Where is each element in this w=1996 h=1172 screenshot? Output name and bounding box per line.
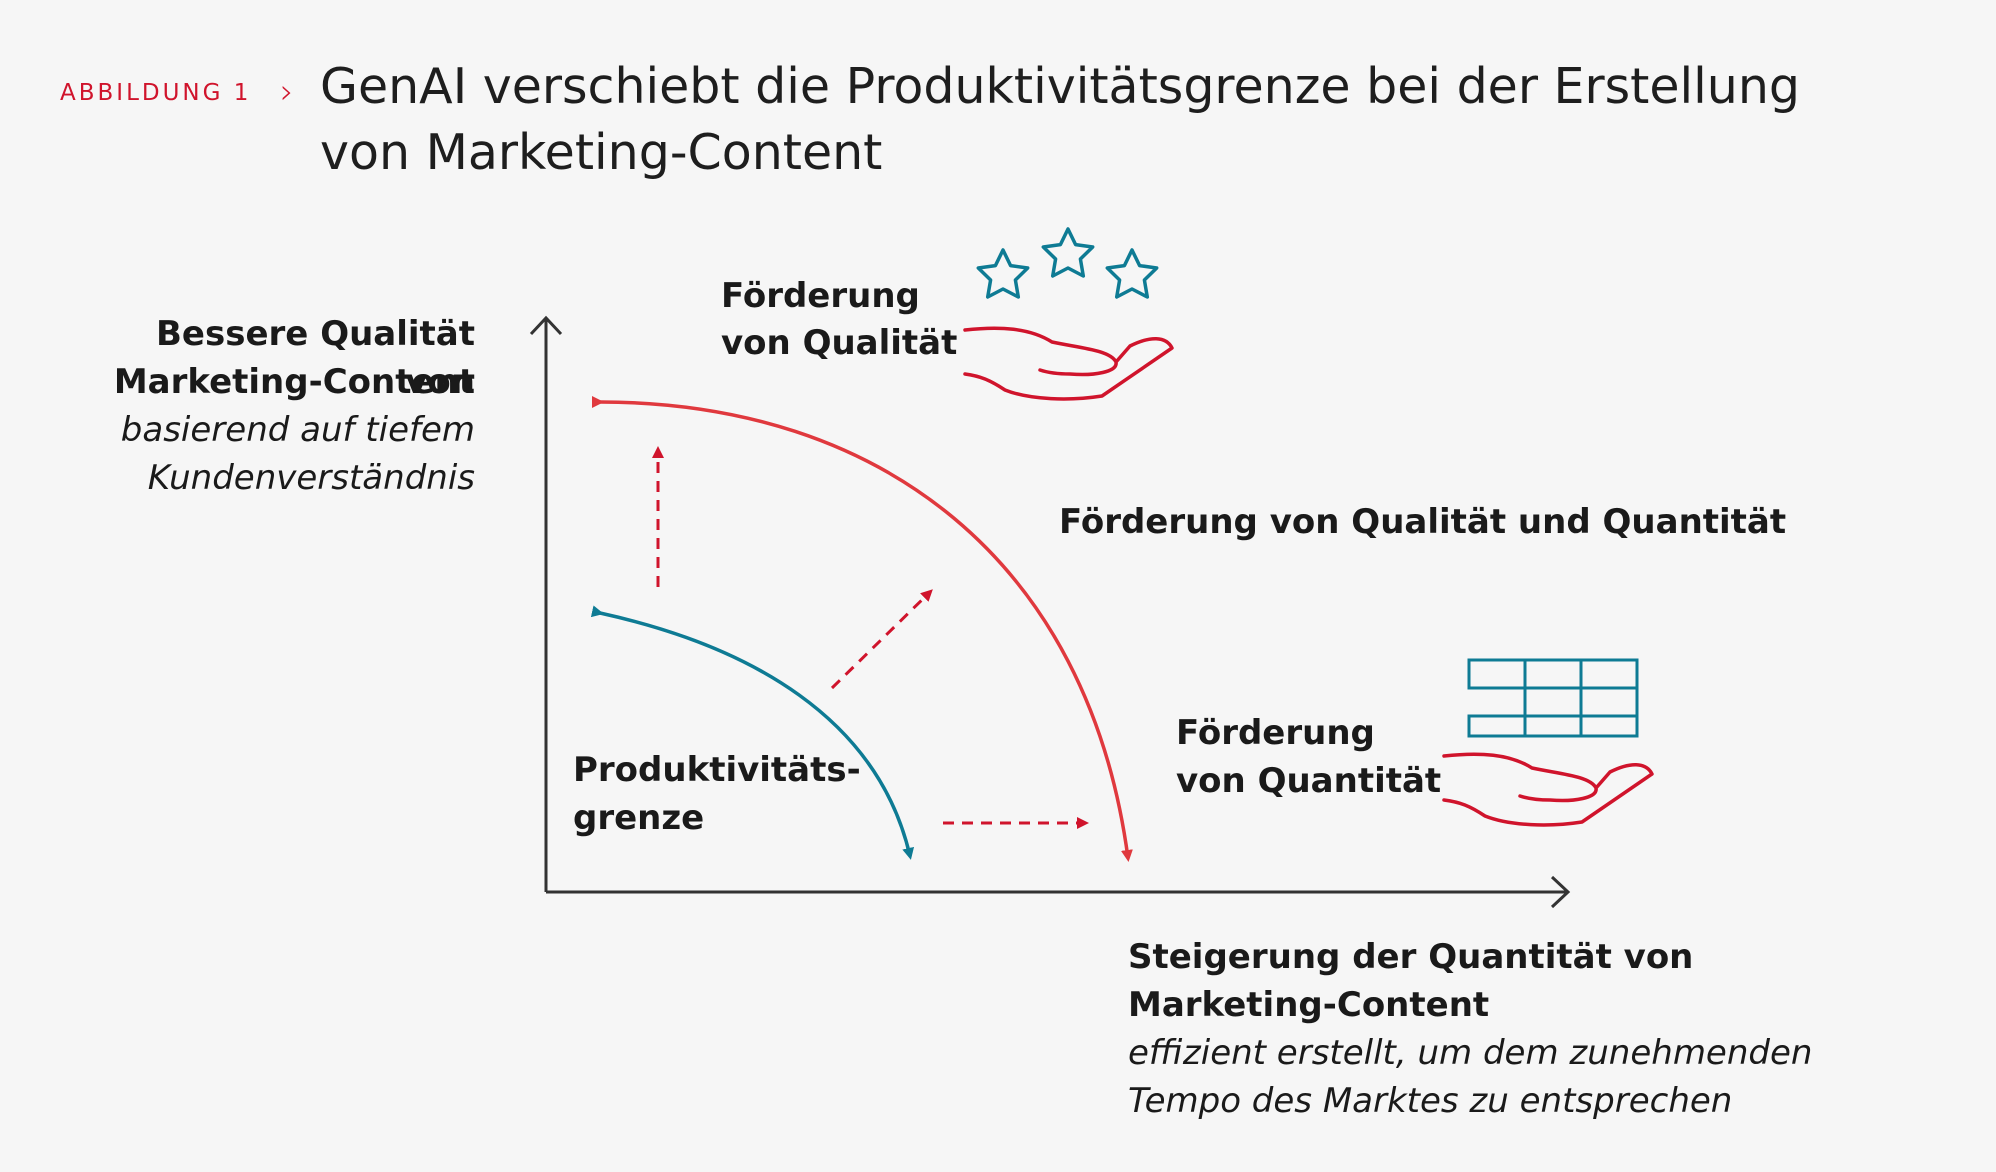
x-axis-title-line2: Marketing-Content (1128, 985, 1490, 1025)
new-frontier-curve (591, 395, 1133, 862)
y-axis-arrowhead (529, 315, 563, 336)
star-icon (1105, 248, 1159, 299)
y-axis-title-line1: Bessere Qualität von (156, 314, 475, 402)
block (1579, 658, 1639, 690)
star-icon (976, 248, 1030, 299)
figure-label: ABBILDUNG 1 (60, 80, 252, 106)
block (1579, 686, 1639, 718)
block (1523, 714, 1583, 738)
open-hand-icon (1442, 752, 1654, 827)
block (1467, 714, 1527, 738)
y-axis-title-line2: Marketing-Content (113, 362, 475, 402)
quality-label-line1: Förderung (721, 276, 920, 316)
shift-diagonal-arrow (830, 589, 933, 690)
star-icon (1041, 227, 1095, 278)
x-axis-subtitle-line1: effizient erstellt, um dem zunehmenden (1128, 1033, 1813, 1073)
x-axis-arrowhead (1550, 875, 1571, 909)
block (1579, 714, 1639, 738)
axes (529, 315, 1571, 909)
block (1523, 686, 1583, 718)
quantity-label-line1: Förderung (1176, 713, 1375, 753)
quality-label-line2: von Qualität (721, 323, 958, 363)
y-axis-subtitle-line1: basierend auf tiefem (120, 410, 475, 450)
page-title: GenAI verschiebt die Produktivitätsgrenz… (320, 58, 1800, 181)
productivity-frontier-curve (590, 605, 915, 860)
both-label: Förderung von Qualität und Quantität (1059, 502, 1787, 542)
hand-with-stacked-blocks-icon (1442, 658, 1654, 827)
open-hand-icon (963, 326, 1174, 401)
x-axis-title-line1: Steigerung der Quantität von (1128, 937, 1694, 977)
quantity-label-line2: von Quantität (1176, 761, 1442, 801)
hand-with-three-stars-icon (963, 227, 1174, 401)
chevron-right-icon: › (280, 72, 294, 112)
y-axis-subtitle-line2: Kundenverständnis (147, 458, 475, 498)
x-axis-subtitle-line2: Tempo des Marktes zu entsprechen (1128, 1081, 1733, 1121)
block (1523, 658, 1583, 690)
block (1467, 658, 1527, 690)
